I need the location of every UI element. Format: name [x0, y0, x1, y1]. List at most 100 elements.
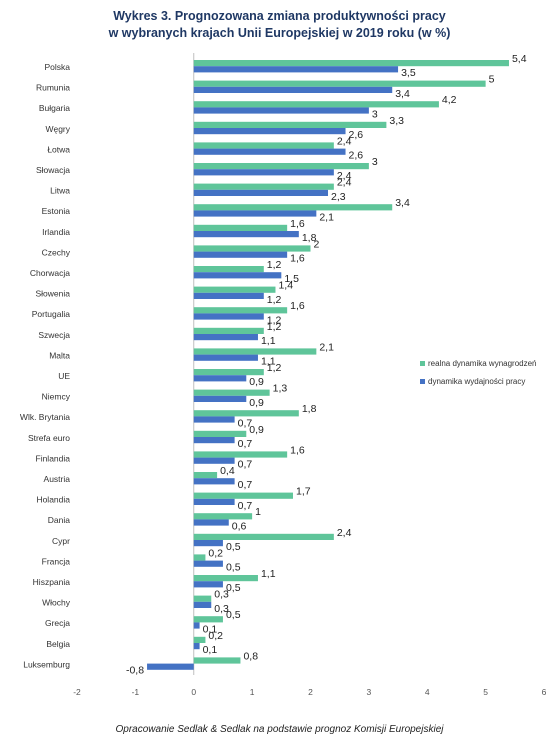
bar-productivity: [193, 313, 264, 320]
data-label: 0,9: [249, 424, 264, 436]
bar-productivity: [193, 128, 346, 135]
data-label: 3,4: [395, 88, 410, 100]
bar-wages: [193, 142, 334, 149]
bar-wages: [193, 204, 393, 211]
data-label: 0,4: [220, 465, 235, 477]
bar-wages: [193, 657, 241, 664]
bar-productivity: [193, 210, 317, 217]
category-label: Hiszpania: [33, 577, 71, 587]
x-tick-label: 1: [250, 687, 255, 697]
bar-wages: [193, 245, 311, 252]
x-tick-label: 2: [308, 687, 313, 697]
bar-productivity: [193, 334, 258, 341]
data-label: 0,5: [226, 609, 241, 621]
bar-productivity: [193, 86, 393, 93]
data-label: 1,6: [290, 444, 305, 456]
data-label: 1,2: [267, 294, 282, 306]
bar-wages: [193, 533, 334, 540]
category-label: Włochy: [42, 598, 71, 608]
data-label: 0,7: [238, 417, 253, 429]
category-label: UE: [58, 371, 70, 381]
bar-wages: [193, 80, 486, 87]
category-label: Czechy: [42, 247, 71, 257]
data-label: 2,6: [349, 129, 364, 141]
category-label: Strefa euro: [28, 433, 70, 443]
data-label: 3: [372, 108, 378, 120]
data-label: 1,1: [261, 335, 276, 347]
category-label: Irlandia: [42, 227, 70, 237]
data-label: 1,3: [273, 383, 288, 395]
data-label: 2,3: [331, 191, 346, 203]
category-label: Niemcy: [42, 392, 71, 402]
chart-title-line2: w wybranych krajach Unii Europejskiej w …: [108, 26, 451, 40]
bar-productivity: [147, 663, 194, 670]
bar-productivity: [193, 272, 282, 279]
x-tick-label: 3: [367, 687, 372, 697]
bar-productivity: [193, 601, 212, 608]
bar-productivity: [193, 251, 288, 258]
bar-productivity: [193, 498, 235, 505]
data-label: 1,2: [267, 259, 282, 271]
category-label: Bułgaria: [39, 103, 70, 113]
data-label: 1,8: [302, 403, 317, 415]
category-label: Wlk. Brytania: [20, 412, 70, 422]
bar-wages: [193, 616, 223, 623]
bar-productivity: [193, 375, 247, 382]
data-label: 0,2: [208, 547, 223, 559]
bar-productivity: [193, 169, 334, 176]
data-label: 1,6: [290, 218, 305, 230]
data-label: 0,1: [203, 623, 218, 635]
data-label: 2,4: [337, 527, 352, 539]
data-label: 1,2: [267, 362, 282, 374]
bar-wages: [193, 595, 212, 602]
category-label: Portugalia: [32, 309, 71, 319]
bar-wages: [193, 307, 288, 314]
data-label: 2,6: [349, 150, 364, 162]
data-label: 0,5: [226, 582, 241, 594]
x-tick-label: 5: [483, 687, 488, 697]
bar-wages: [193, 101, 439, 108]
bar-productivity: [193, 148, 346, 155]
data-label: 2,4: [337, 170, 352, 182]
legend-swatch-productivity: [420, 379, 425, 384]
bar-wages: [193, 636, 206, 643]
bar-wages: [193, 369, 264, 376]
bar-wages: [193, 513, 253, 520]
data-label: 1,2: [267, 314, 282, 326]
category-label: Francja: [42, 556, 71, 566]
data-label: 1,4: [278, 280, 293, 292]
category-label: Malta: [49, 350, 70, 360]
data-label: 0,7: [238, 479, 253, 491]
bar-wages: [193, 451, 288, 458]
bar-wages: [193, 389, 270, 396]
data-label: 0,5: [226, 562, 241, 574]
bar-productivity: [193, 437, 235, 444]
x-tick-label: 0: [191, 687, 196, 697]
data-label: 0,7: [238, 459, 253, 471]
chart-title: Wykres 3. Prognozowana zmiana produktywn…: [0, 8, 559, 42]
bar-productivity: [193, 107, 369, 114]
bar-productivity: [193, 519, 229, 526]
data-label: 0,1: [203, 644, 218, 656]
bar-productivity: [193, 478, 235, 485]
bar-productivity: [193, 231, 299, 238]
bar-wages: [193, 121, 387, 128]
category-label: Dania: [48, 515, 70, 525]
category-label: Polska: [44, 62, 70, 72]
bar-wages: [193, 286, 276, 293]
bar-productivity: [193, 189, 329, 196]
x-tick-label: 4: [425, 687, 430, 697]
bar-wages: [193, 554, 206, 561]
bar-wages: [193, 224, 288, 231]
data-label: 1,1: [261, 356, 276, 368]
data-label: 2,4: [337, 177, 352, 189]
x-tick-label: -2: [73, 687, 81, 697]
data-label: 0,5: [226, 541, 241, 553]
data-label: 3,5: [401, 67, 416, 79]
bar-wages: [193, 492, 293, 499]
category-label: Finlandia: [36, 453, 71, 463]
data-label: 3,4: [395, 197, 410, 209]
category-label: Chorwacja: [30, 268, 70, 278]
data-label: 2,4: [337, 135, 352, 147]
category-label: Cypr: [52, 536, 70, 546]
